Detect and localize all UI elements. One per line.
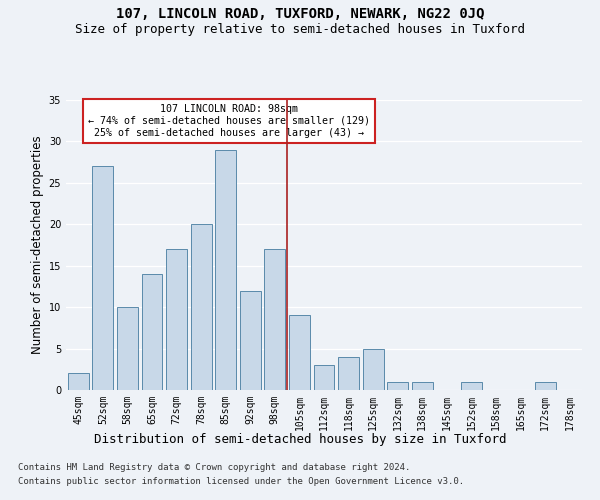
Bar	[191, 224, 212, 390]
Bar	[289, 316, 310, 390]
Bar	[387, 382, 408, 390]
Text: 107, LINCOLN ROAD, TUXFORD, NEWARK, NG22 0JQ: 107, LINCOLN ROAD, TUXFORD, NEWARK, NG22…	[116, 8, 484, 22]
Bar	[265, 249, 286, 390]
Text: 107 LINCOLN ROAD: 98sqm
← 74% of semi-detached houses are smaller (129)
25% of s: 107 LINCOLN ROAD: 98sqm ← 74% of semi-de…	[88, 104, 370, 138]
Text: Contains HM Land Registry data © Crown copyright and database right 2024.: Contains HM Land Registry data © Crown c…	[18, 462, 410, 471]
Text: Size of property relative to semi-detached houses in Tuxford: Size of property relative to semi-detach…	[75, 22, 525, 36]
Bar	[240, 290, 261, 390]
Text: Distribution of semi-detached houses by size in Tuxford: Distribution of semi-detached houses by …	[94, 432, 506, 446]
Y-axis label: Number of semi-detached properties: Number of semi-detached properties	[31, 136, 44, 354]
Bar	[92, 166, 113, 390]
Bar	[461, 382, 482, 390]
Bar	[362, 348, 383, 390]
Bar	[412, 382, 433, 390]
Bar	[142, 274, 163, 390]
Text: Contains public sector information licensed under the Open Government Licence v3: Contains public sector information licen…	[18, 478, 464, 486]
Bar	[215, 150, 236, 390]
Bar	[535, 382, 556, 390]
Bar	[338, 357, 359, 390]
Bar	[68, 374, 89, 390]
Bar	[314, 365, 334, 390]
Bar	[166, 249, 187, 390]
Bar	[117, 307, 138, 390]
